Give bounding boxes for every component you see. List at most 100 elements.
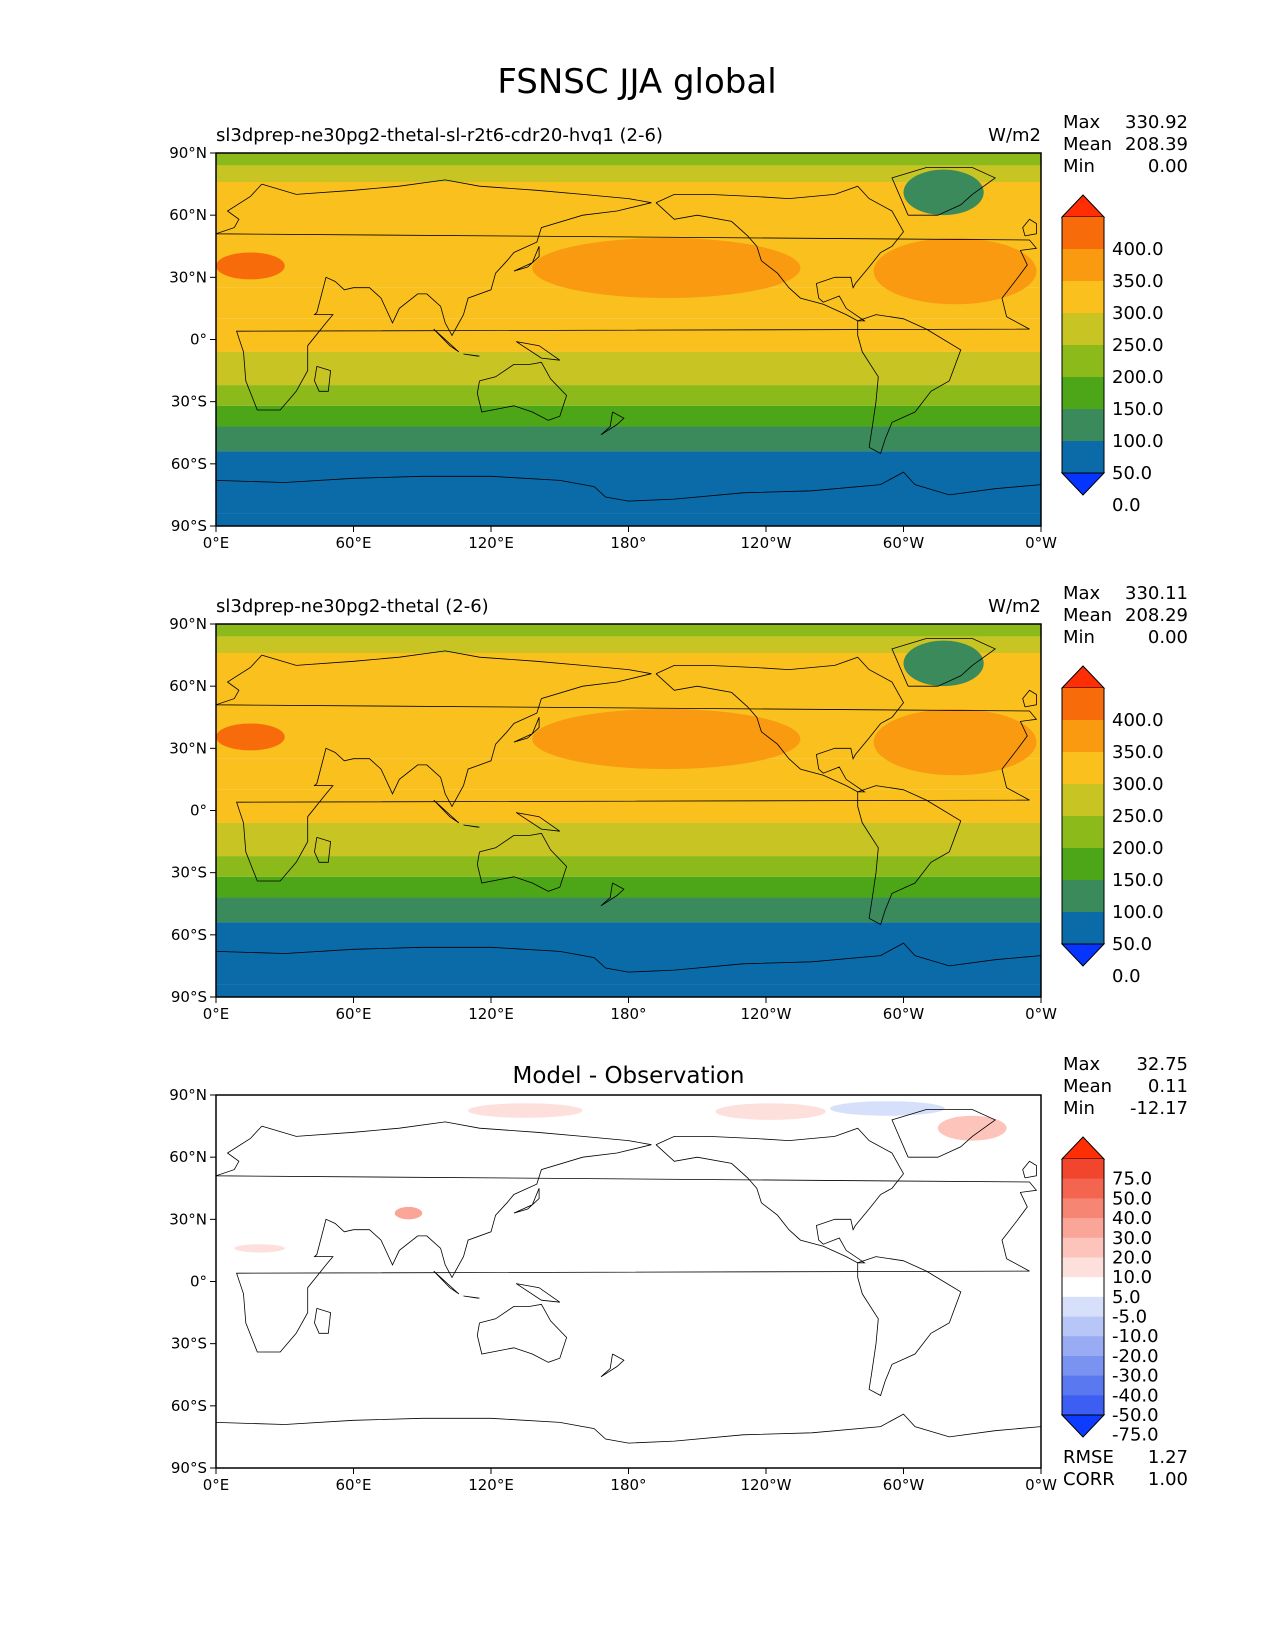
stat-label: Mean [1063,1076,1112,1097]
colorbar-label: 75.0 [1112,1169,1152,1190]
colorbar-label: 400.0 [1112,710,1164,731]
zonal-band [216,451,1041,514]
y-tick-label: 60°S [171,455,207,473]
zonal-band [216,385,1041,406]
colorbar-segment [1062,1257,1104,1278]
zonal-band [216,153,1041,166]
colorbar-label: 20.0 [1112,1247,1152,1268]
y-tick-label: 0° [190,802,207,820]
y-tick-label: 30°S [171,1335,207,1353]
y-tick-label: 90°S [171,517,207,535]
colorbar-outline [1061,1159,1105,1415]
coastline [314,366,332,392]
zonal-band [216,984,1041,997]
colorbar-label: 30.0 [1112,1228,1152,1249]
coastline [216,650,1038,882]
colorbar-segment [1062,1277,1104,1298]
y-tick-label: 60°N [169,1148,207,1166]
coastline [216,179,1038,411]
colorbar-segment [1062,377,1104,410]
coastline [655,1127,904,1264]
stat-value: 0.11 [1148,1076,1188,1097]
y-tick-label: 30°N [169,268,207,286]
zonal-band [216,165,1041,183]
x-tick-label: 180° [610,1005,646,1023]
colorbar-extend-max [1060,194,1106,218]
colorbar-label: -10.0 [1112,1326,1159,1347]
region-anomaly [216,252,285,280]
x-tick-label: 60°E [335,534,371,552]
error-stat-label: RMSE [1063,1447,1114,1468]
region-anomaly [937,1115,1007,1141]
stat-label: Min [1063,156,1095,177]
y-tick-label: 90°S [171,988,207,1006]
coastline [857,1256,962,1397]
coastline [433,1270,460,1295]
stat-label: Min [1063,627,1095,648]
coastline [216,1121,1038,1353]
colorbar-label: 5.0 [1112,1287,1141,1308]
stat-value: 0.00 [1148,627,1188,648]
map-panel-3: 0°E 60°E 120°E 180° 120°W 60°W 0°W 90°N 60°N 30°N… [169,1054,1188,1494]
zonal-band [216,876,1041,898]
x-tick-label: 120°E [468,1005,514,1023]
colorbar-segment [1062,345,1104,378]
colorbar-label: 50.0 [1112,463,1152,484]
colorbar-extend-min [1060,1414,1106,1438]
stat-value: 0.00 [1148,156,1188,177]
colorbar-label: 300.0 [1112,774,1164,795]
stat-value: 32.75 [1136,1054,1188,1075]
x-tick-label: 120°W [741,1005,792,1023]
coastline [515,812,561,832]
colorbar-label: -20.0 [1112,1346,1159,1367]
x-tick-label: 0°E [203,1005,230,1023]
colorbar-segment [1062,720,1104,753]
zonal-band [216,1095,1041,1468]
x-tick-label: 0°W [1025,534,1057,552]
panel-units: W/m2 [988,125,1041,146]
colorbar-label: 350.0 [1112,271,1164,292]
coastline [600,1353,625,1378]
y-tick-label: 90°N [169,1086,207,1104]
zonal-band [216,789,1041,823]
colorbar-outline [1061,217,1105,473]
coastline [1022,1160,1037,1179]
colorbar-label: 40.0 [1112,1208,1152,1229]
region-anomaly [715,1103,826,1120]
stat-value: 208.29 [1125,605,1188,626]
error-stat-value: 1.27 [1148,1447,1188,1468]
region-anomaly [903,640,984,687]
colorbar-segment [1062,1355,1104,1377]
y-tick-label: 30°N [169,1210,207,1228]
coastline [891,1109,996,1158]
colorbar-label: 0.0 [1112,495,1141,516]
colorbar-label: 200.0 [1112,838,1164,859]
x-tick-label: 0°E [203,534,230,552]
y-tick-label: 30°S [171,864,207,882]
coastline [314,1308,332,1334]
colorbar-label: -30.0 [1112,1366,1159,1387]
field [216,153,1041,526]
colorbar-label: 200.0 [1112,367,1164,388]
colorbar-segment [1062,912,1104,945]
zonal-band [216,318,1041,352]
colorbar-label: -75.0 [1112,1425,1159,1446]
colorbar-label: 50.0 [1112,1188,1152,1209]
x-tick-label: 0°E [203,1476,230,1494]
coastline [476,832,568,892]
zonal-band [216,636,1041,654]
stat-label: Min [1063,1098,1095,1119]
x-tick-label: 180° [610,534,646,552]
colorbar-label: -50.0 [1112,1405,1159,1426]
zonal-band [216,405,1041,427]
coastline [513,246,540,272]
y-tick-label: 30°N [169,739,207,757]
colorbar-extend-min [1060,943,1106,967]
region-anomaly [216,723,285,751]
zonal-band [216,922,1041,985]
colorbar: 400.0 350.0 300.0 250.0 200.0 150.0 100.0 50.0 0… [1060,194,1164,516]
coastline [216,942,1041,973]
zonal-band [216,822,1041,857]
coastline [513,1188,540,1214]
